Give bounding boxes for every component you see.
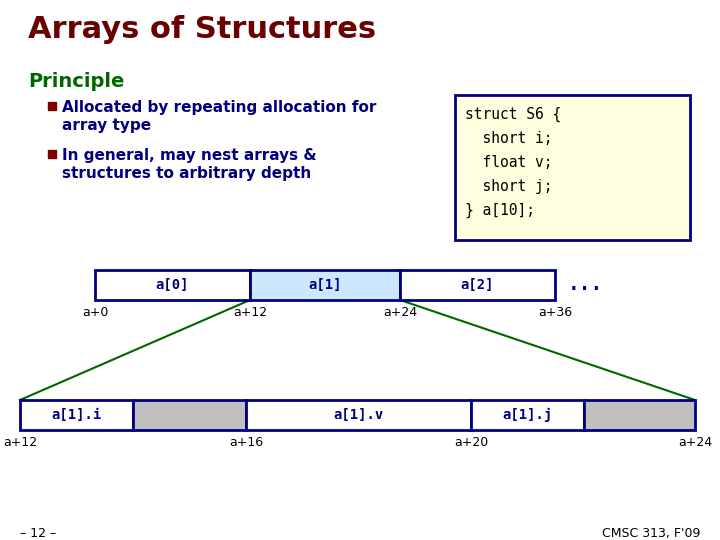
- Bar: [20, 400, 133, 430]
- Text: a+12: a+12: [233, 306, 267, 319]
- Text: float v;: float v;: [465, 155, 552, 170]
- Text: ...: ...: [568, 275, 603, 294]
- Text: a[2]: a[2]: [461, 278, 494, 292]
- Text: a+24: a+24: [383, 306, 417, 319]
- Bar: [250, 270, 400, 300]
- Text: Principle: Principle: [28, 72, 125, 91]
- Text: a+24: a+24: [678, 436, 712, 449]
- Text: struct S6 {: struct S6 {: [465, 107, 562, 122]
- Text: In general, may nest arrays &: In general, may nest arrays &: [62, 148, 317, 163]
- Text: Arrays of Structures: Arrays of Structures: [28, 15, 376, 44]
- Text: a[1].j: a[1].j: [503, 408, 553, 422]
- Text: a[1].v: a[1].v: [333, 408, 384, 422]
- Text: array type: array type: [62, 118, 151, 133]
- Text: a+20: a+20: [454, 436, 488, 449]
- Bar: [95, 270, 250, 300]
- Bar: [584, 400, 695, 430]
- Text: a+0: a+0: [82, 306, 108, 319]
- Text: short i;: short i;: [465, 131, 552, 146]
- Text: a[1].i: a[1].i: [51, 408, 102, 422]
- Text: } a[10];: } a[10];: [465, 203, 535, 218]
- Text: structures to arbitrary depth: structures to arbitrary depth: [62, 166, 311, 181]
- Text: a+36: a+36: [538, 306, 572, 319]
- Text: CMSC 313, F'09: CMSC 313, F'09: [602, 527, 700, 540]
- Bar: [48, 102, 56, 110]
- Text: a+16: a+16: [229, 436, 263, 449]
- Bar: [48, 150, 56, 158]
- Text: a[0]: a[0]: [156, 278, 189, 292]
- Text: – 12 –: – 12 –: [20, 527, 56, 540]
- Text: Allocated by repeating allocation for: Allocated by repeating allocation for: [62, 100, 377, 115]
- Bar: [471, 400, 584, 430]
- Text: short j;: short j;: [465, 179, 552, 194]
- Bar: [400, 270, 555, 300]
- Bar: [455, 95, 690, 240]
- Bar: [246, 400, 471, 430]
- Bar: [133, 400, 246, 430]
- Text: a[1]: a[1]: [308, 278, 342, 292]
- Text: a+12: a+12: [3, 436, 37, 449]
